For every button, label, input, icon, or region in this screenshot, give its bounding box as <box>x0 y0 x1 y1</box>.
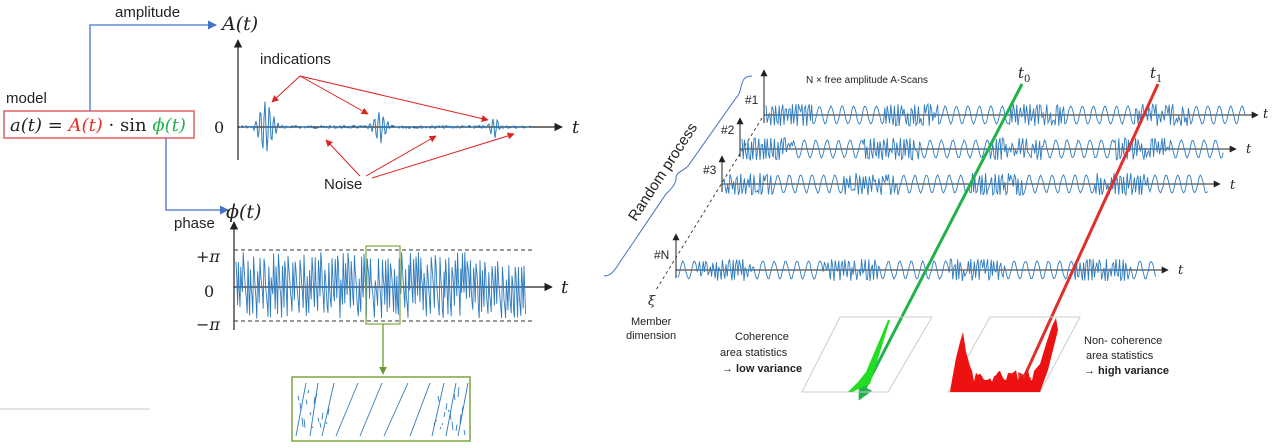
xi-label: ξ <box>648 294 656 309</box>
phase-plus-pi-label: +π <box>196 247 220 266</box>
amp-axis-title: A(t) <box>220 13 258 35</box>
phase-label: phase <box>174 215 215 232</box>
right-panel: N × free amplitude A-Scans Random proces… <box>603 64 1269 401</box>
t1-slice-arrow <box>1018 83 1160 389</box>
noise-arrows <box>325 132 515 179</box>
coherence-stats-plane <box>801 316 933 393</box>
scan-label-1: #1 <box>745 93 759 107</box>
model-formula: a(t) = A(t) · sin ϕ(t) <box>10 115 186 136</box>
scan-label-3: #3 <box>703 163 717 177</box>
amplitude-label: amplitude <box>115 4 180 21</box>
phase-zero-label: 0 <box>204 282 214 301</box>
phase-signal <box>235 252 527 319</box>
amp-t-label: t <box>572 117 580 138</box>
zoom-sawtooth-signal <box>295 382 469 437</box>
member-dimension-label-1: Member <box>631 316 672 328</box>
t1-label: t1 <box>1150 64 1162 85</box>
left-panel: model a(t) = A(t) · sin ϕ(t) amplitude p… <box>0 4 580 442</box>
scan-label-n: #N <box>654 248 669 262</box>
scan-t-label-1: t <box>1263 107 1269 122</box>
coherence-text-1: Coherence <box>735 331 789 343</box>
member-dimension-axis <box>655 117 763 291</box>
phase-axis-title: ϕ(t) <box>226 201 261 223</box>
amplitude-connector <box>89 20 217 111</box>
noncoherence-distribution <box>950 318 1058 392</box>
zoom-inset-box <box>291 376 471 442</box>
t0-label: t0 <box>1018 64 1030 85</box>
indication-arrows <box>271 75 489 122</box>
scan-trace <box>741 136 1224 162</box>
scan-t-label-3: t <box>1230 178 1236 193</box>
random-process-label: Random process <box>625 120 701 224</box>
noncoherence-text-3: → high variance <box>1084 365 1169 377</box>
member-dimension-label-2: dimension <box>626 330 676 342</box>
model-label: model <box>6 90 47 107</box>
phase-connector <box>165 138 229 215</box>
phase-t-label: t <box>561 277 569 298</box>
scan-traces <box>672 69 1259 282</box>
coherence-distribution <box>848 320 890 392</box>
scans-title: N × free amplitude A-Scans <box>806 75 928 86</box>
formula-box <box>3 110 195 139</box>
amp-zero-label: 0 <box>214 118 224 137</box>
coherence-text-2: area statistics <box>720 347 788 359</box>
indications-label: indications <box>260 51 331 68</box>
scan-t-label-n: t <box>1178 263 1184 278</box>
amplitude-signal <box>239 101 531 152</box>
noise-label: Noise <box>324 176 362 193</box>
coherence-text-3: → low variance <box>722 363 802 375</box>
scan-t-label-2: t <box>1246 142 1252 157</box>
noncoherence-text-2: area statistics <box>1086 350 1154 362</box>
t0-slice-arrow <box>858 83 1024 401</box>
phase-minus-pi-label: −π <box>196 315 220 334</box>
random-process-brace <box>603 75 753 277</box>
noncoherence-text-1: Non- coherence <box>1084 335 1162 347</box>
scan-label-2: #2 <box>721 123 735 137</box>
